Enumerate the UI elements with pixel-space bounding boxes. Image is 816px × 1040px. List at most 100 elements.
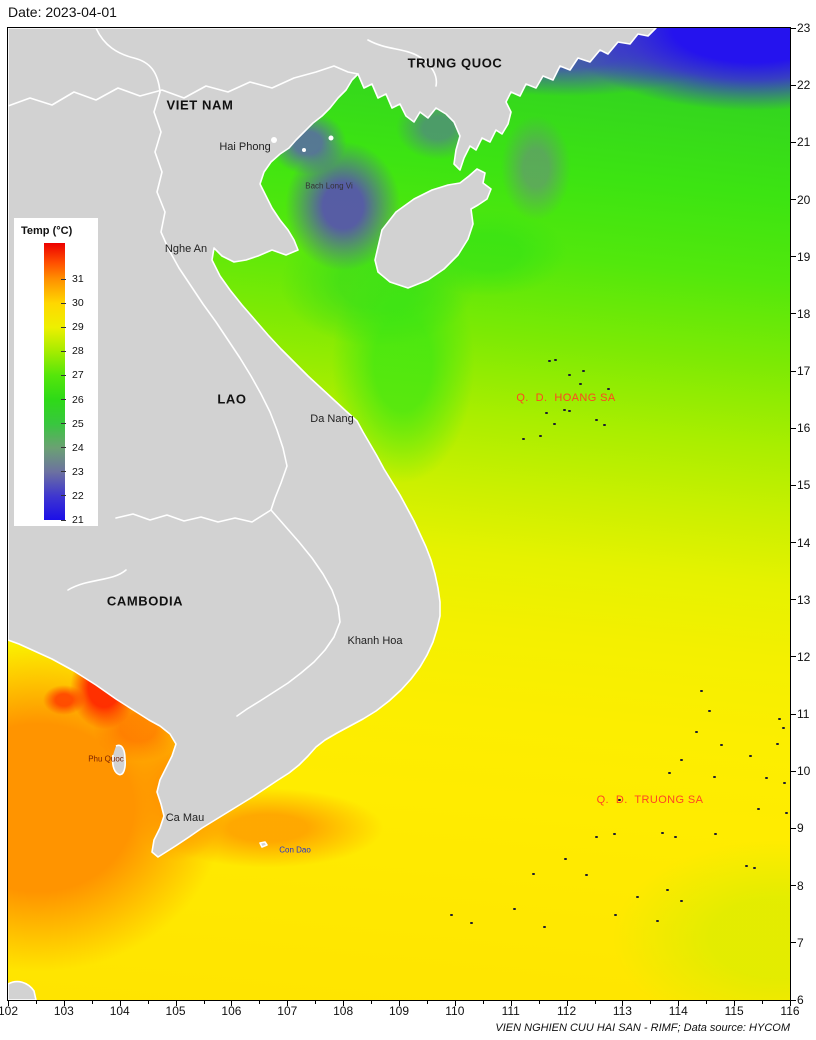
lon-axis-minor-tick <box>594 1001 596 1004</box>
lon-axis-tick <box>119 1001 121 1006</box>
island-dot <box>782 727 785 729</box>
phu-quoc-island <box>111 744 126 776</box>
island-dot <box>554 359 557 361</box>
lon-axis-label: 112 <box>556 1004 577 1018</box>
lon-axis-label: 104 <box>109 1004 130 1018</box>
lon-axis-label: 115 <box>724 1004 744 1018</box>
place-label: Nghe An <box>164 243 208 255</box>
cambodia-river <box>67 569 127 591</box>
lat-axis-label: 11 <box>797 707 810 722</box>
archipelago-label: Q. D. TRUONG SA <box>596 794 704 806</box>
place-label: Ca Mau <box>165 812 205 824</box>
lat-axis-label: 7 <box>797 935 804 950</box>
land-layer <box>8 28 657 1000</box>
lat-axis-label: 23 <box>797 21 811 35</box>
island-dot <box>656 920 659 922</box>
lat-axis-label: 14 <box>797 535 811 550</box>
lon-axis-tick <box>231 1001 233 1006</box>
island-dot <box>613 833 616 835</box>
legend-tick <box>61 374 66 376</box>
island-dot <box>708 710 711 712</box>
lat-axis-tick <box>791 656 796 658</box>
lon-axis-minor-tick <box>482 1001 484 1004</box>
island-dot <box>563 409 566 411</box>
lon-axis-tick <box>678 1001 680 1006</box>
lon-axis-tick <box>734 1001 736 1006</box>
island-dot <box>614 914 617 916</box>
lon-axis-tick <box>790 1001 791 1006</box>
lon-axis-label: 110 <box>445 1004 465 1018</box>
island-dot <box>668 772 671 774</box>
lat-axis-tick <box>791 999 796 1001</box>
island-dot <box>720 744 723 746</box>
lat-axis-tick <box>791 827 796 829</box>
lon-axis-minor-tick <box>650 1001 652 1004</box>
island-dot <box>553 423 556 425</box>
island-dot <box>745 865 748 867</box>
island-dot <box>568 410 571 412</box>
island-dot <box>749 755 752 757</box>
island-dot <box>522 438 525 440</box>
lon-axis-label: 103 <box>53 1004 74 1018</box>
lon-axis-tick <box>622 1001 624 1006</box>
hainan-island <box>374 168 492 289</box>
island-dot <box>753 867 756 869</box>
lon-axis-minor-tick <box>315 1001 317 1004</box>
lat-axis-tick <box>791 141 796 143</box>
legend-tick <box>61 447 66 449</box>
date-title: Date: 2023-04-01 <box>8 4 117 20</box>
island-dot <box>539 435 542 437</box>
legend-tick-label: 22 <box>72 489 84 502</box>
halong-bay-islet <box>328 135 334 141</box>
legend-tick <box>61 519 66 521</box>
legend-tick <box>61 350 66 352</box>
china-river <box>95 28 161 93</box>
lon-axis-label: 113 <box>612 1004 632 1018</box>
legend-tick <box>61 471 66 473</box>
lon-axis-minor-tick <box>538 1001 540 1004</box>
lat-axis-tick <box>791 942 796 944</box>
china-coastal-river <box>367 39 438 87</box>
island-dot <box>783 782 786 784</box>
lon-axis-label: 106 <box>221 1004 242 1018</box>
temperature-legend: Temp (°C) 31 30 29 28 27 26 25 24 23 22 21 <box>14 218 98 526</box>
legend-title: Temp (°C) <box>21 225 73 237</box>
vietnam-laos-border <box>153 91 288 511</box>
lat-axis-label: 16 <box>797 421 811 436</box>
lon-axis-label: 111 <box>501 1004 520 1018</box>
lon-axis-tick <box>510 1001 512 1006</box>
island-dot <box>543 926 546 928</box>
legend-tick-label: 28 <box>72 345 84 358</box>
island-dot <box>618 799 621 801</box>
island-dot <box>564 858 567 860</box>
island-dot <box>695 731 698 733</box>
island-dot <box>450 914 453 916</box>
lon-axis-label: 109 <box>388 1004 410 1018</box>
small-place-label: Bach Long Vi <box>305 181 353 191</box>
lon-axis-label: 116 <box>780 1004 800 1018</box>
island-dot <box>579 383 582 385</box>
island-dot <box>636 896 639 898</box>
archipelago-label: Q. D. HOANG SA <box>516 392 616 404</box>
lat-axis-tick <box>791 199 796 201</box>
lon-axis-tick <box>287 1001 289 1006</box>
lat-axis-tick <box>791 370 796 372</box>
island-dot <box>713 776 716 778</box>
lon-axis-minor-tick <box>371 1001 373 1004</box>
lat-axis-tick <box>791 770 796 772</box>
island-dot <box>700 690 703 692</box>
vietnam-cambodia-border <box>236 509 341 717</box>
legend-tick <box>61 399 66 400</box>
legend-tick-label: 31 <box>72 273 84 285</box>
island-dot <box>595 836 598 838</box>
legend-tick <box>61 423 66 425</box>
lat-axis-label: 10 <box>797 764 811 779</box>
lat-axis-tick <box>791 84 796 86</box>
place-label: Hai Phong <box>219 141 271 153</box>
lon-axis-minor-tick <box>91 1001 93 1004</box>
lat-axis-tick <box>791 27 796 29</box>
halong-bay-islet <box>302 148 306 152</box>
lon-axis-minor-tick <box>706 1001 708 1004</box>
lat-axis-label: 15 <box>797 478 811 493</box>
small-place-label: Phu Quoc <box>88 754 124 764</box>
